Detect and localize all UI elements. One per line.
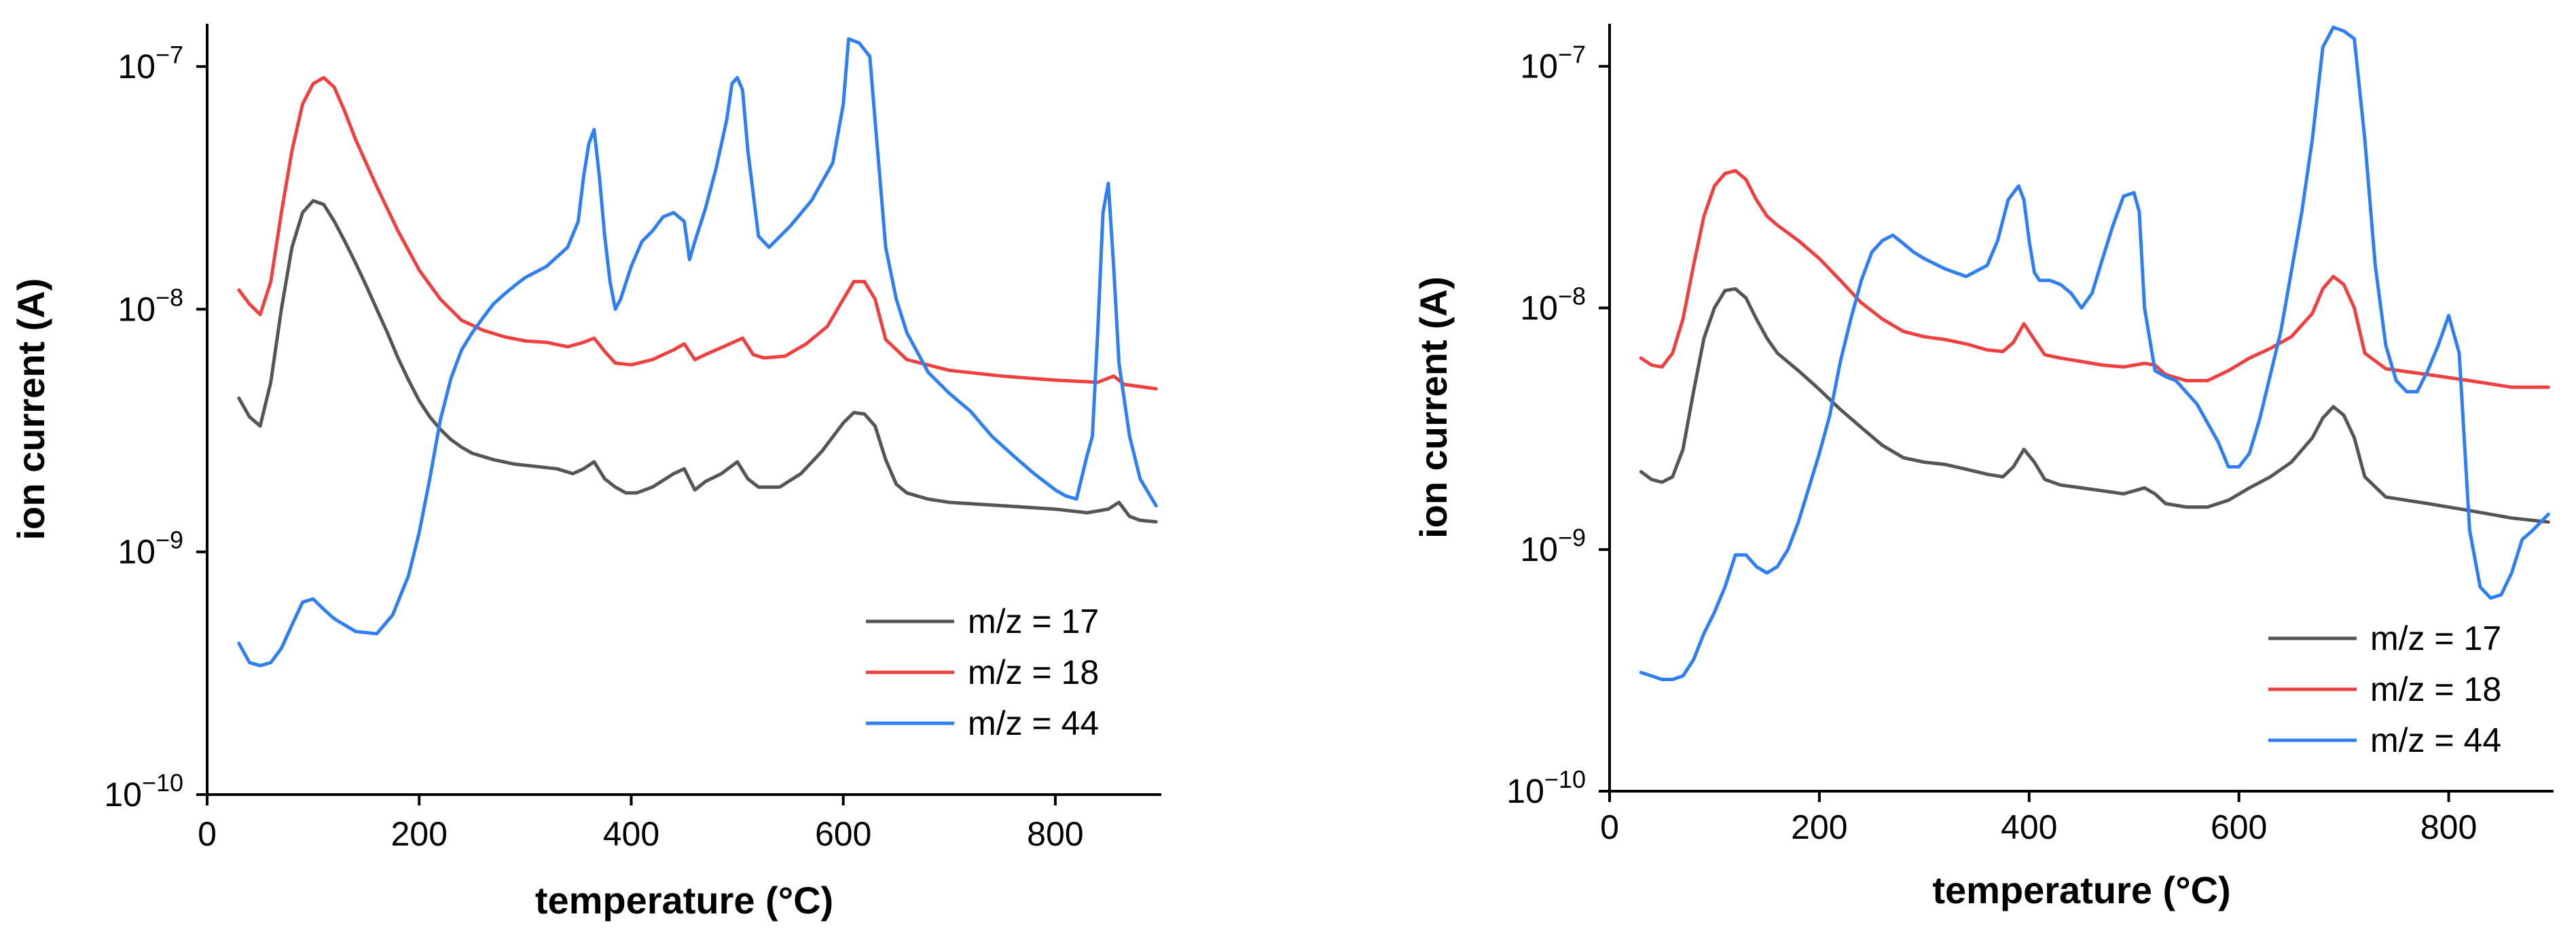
y-tick-label: 10−7 (117, 41, 183, 86)
series-line-m-z-17 (1639, 287, 2550, 524)
y-tick-label: 10−8 (1520, 282, 1586, 327)
y-tick-label: 10−10 (1506, 765, 1586, 810)
legend-label-m-z-17: m/z = 17 (2370, 619, 2501, 657)
legend-label-m-z-18: m/z = 18 (968, 653, 1099, 691)
x-axis-label: temperature (°C) (535, 879, 833, 922)
legend-label-m-z-44: m/z = 44 (968, 704, 1099, 742)
series-line-m-z-17 (237, 199, 1158, 524)
legend-label-m-z-44: m/z = 44 (2370, 721, 2501, 759)
y-tick-label: 10−10 (104, 769, 183, 814)
legend-label-m-z-18: m/z = 18 (2370, 670, 2501, 708)
y-axis-label: ion current (A) (10, 278, 52, 541)
x-tick-label: 400 (2001, 808, 2057, 846)
chart-left: 0 200 400 600 800 10−10 10−9 10−8 10−7 temperatur… (10, 24, 1161, 922)
y-tick-label: 10−7 (1520, 41, 1586, 86)
x-tick-label: 0 (1600, 808, 1619, 846)
x-tick-label: 200 (391, 815, 448, 853)
x-tick-label: 0 (198, 815, 217, 853)
series-line-m-z-18 (1639, 168, 2550, 389)
series-line-m-z-44 (1639, 25, 2550, 681)
y-tick-label: 10−9 (117, 526, 183, 571)
x-tick-label: 800 (1027, 815, 1083, 853)
legend-label-m-z-17: m/z = 17 (968, 602, 1099, 640)
x-tick-label: 600 (2211, 808, 2267, 846)
y-axis-label: ion current (A) (1412, 276, 1455, 539)
y-tick-label: 10−9 (1520, 524, 1586, 568)
series-line-m-z-18 (237, 75, 1158, 391)
chart-right: 0 200 400 600 800 10−10 10−9 10−8 10−7 temperatur… (1412, 24, 2554, 911)
x-tick-label: 400 (603, 815, 659, 853)
x-axis-label: temperature (°C) (1932, 869, 2230, 911)
y-tick-label: 10−8 (117, 283, 183, 328)
series-line-m-z-44 (237, 37, 1158, 668)
x-tick-label: 800 (2420, 808, 2477, 846)
x-tick-label: 600 (815, 815, 871, 853)
x-tick-label: 200 (1791, 808, 1847, 846)
